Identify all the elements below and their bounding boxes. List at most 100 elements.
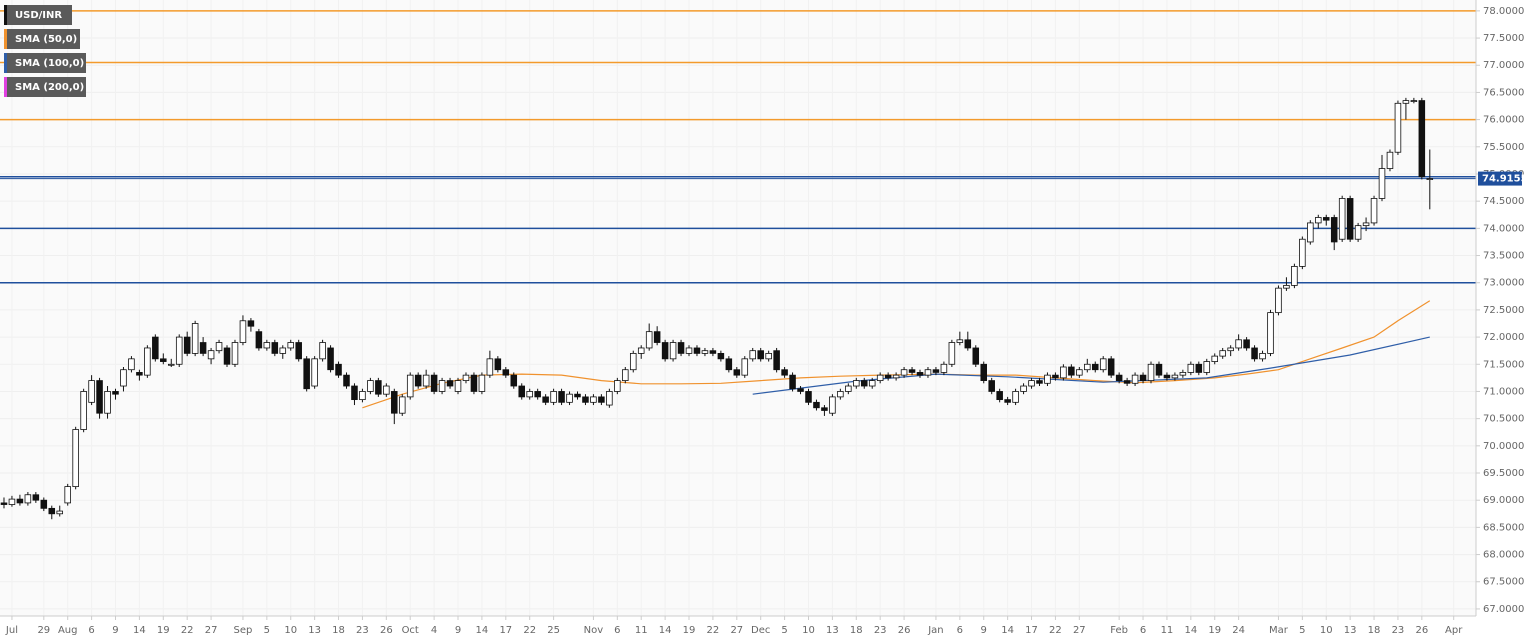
candle-body xyxy=(637,347,645,354)
x-tick-label: 19 xyxy=(157,625,170,636)
candle-body xyxy=(1068,366,1075,376)
candle-body xyxy=(845,385,852,392)
candle-body xyxy=(701,350,709,354)
candle-body xyxy=(486,358,494,376)
candle-body xyxy=(1219,350,1226,357)
candle-body xyxy=(183,336,191,354)
candle-body xyxy=(892,374,900,379)
y-tick-label: 77.5000 xyxy=(1483,33,1524,44)
legend-box[interactable] xyxy=(4,53,86,73)
candle-body xyxy=(1426,178,1434,180)
candle-body xyxy=(1315,217,1322,224)
y-tick-label: 73.5000 xyxy=(1483,251,1524,262)
candle-body xyxy=(1211,355,1219,362)
x-tick-label: Sep xyxy=(234,625,253,636)
candle-body xyxy=(1036,380,1043,384)
legend-box[interactable] xyxy=(4,29,80,49)
x-tick-label: 5 xyxy=(264,625,270,636)
x-tick-label: 9 xyxy=(981,625,987,636)
candle-body xyxy=(733,369,741,376)
candle-body xyxy=(207,350,215,360)
y-tick-label: 68.5000 xyxy=(1483,522,1524,533)
candle-body xyxy=(789,374,796,390)
legend-label: USD/INR xyxy=(15,10,62,21)
candle-body xyxy=(1378,168,1386,199)
y-tick-label: 74.5000 xyxy=(1483,196,1524,207)
candle-body xyxy=(1115,374,1123,381)
x-tick-label: 10 xyxy=(1320,625,1333,636)
legend-swatch xyxy=(4,77,7,97)
candle-body xyxy=(629,352,637,371)
candle-body xyxy=(438,380,446,392)
candle-body xyxy=(406,374,414,398)
candle-body xyxy=(614,380,621,392)
candle-body xyxy=(1330,217,1338,243)
candle-body xyxy=(263,342,271,349)
x-tick-label: 23 xyxy=(1392,625,1405,636)
candle-body xyxy=(582,396,589,403)
candle-body xyxy=(1394,102,1402,153)
x-tick-label: 27 xyxy=(1073,625,1086,636)
candle-body xyxy=(510,374,518,387)
legend: USD/INR SMA (50,0) SMA (100,0) SMA (200,0) xyxy=(4,5,86,97)
candle-body xyxy=(136,372,143,376)
candle-body xyxy=(231,342,239,365)
y-tick-label: 75.5000 xyxy=(1483,142,1524,153)
candle-body xyxy=(112,391,119,395)
x-tick-label: 10 xyxy=(284,625,297,636)
candle-body xyxy=(685,347,693,354)
candle-body xyxy=(1259,352,1266,360)
candle-body xyxy=(558,391,565,403)
x-tick-label: 18 xyxy=(332,625,345,636)
candle-body xyxy=(96,380,103,414)
y-tick-label: 72.0000 xyxy=(1483,332,1524,343)
candle-body xyxy=(1107,358,1115,376)
y-tick-label: 67.0000 xyxy=(1483,604,1524,615)
candle-body xyxy=(494,358,502,371)
candle-body xyxy=(956,339,964,343)
candle-body xyxy=(1195,363,1203,373)
candle-body xyxy=(908,369,916,373)
candle-body xyxy=(924,369,932,376)
x-tick-label: 6 xyxy=(88,625,94,636)
x-tick-label: 26 xyxy=(380,625,393,636)
candle-body xyxy=(32,494,40,501)
candle-body xyxy=(518,385,526,398)
candle-body xyxy=(271,342,279,354)
x-tick-label: 6 xyxy=(1140,625,1146,636)
candle-body xyxy=(1362,222,1370,227)
candle-body xyxy=(478,374,486,392)
candle-body xyxy=(1084,363,1091,371)
candle-body xyxy=(167,363,175,366)
candle-body xyxy=(645,331,653,349)
price-tag-label: 74.9155 xyxy=(1482,174,1528,185)
candle-body xyxy=(837,391,844,398)
price-tag xyxy=(1478,171,1522,186)
candle-body xyxy=(669,342,677,360)
y-tick-label: 76.5000 xyxy=(1483,87,1524,98)
candle-body xyxy=(128,358,135,371)
candle-body xyxy=(1354,225,1362,240)
x-tick-label: 17 xyxy=(1025,625,1038,636)
candle-body xyxy=(757,350,764,360)
candle-body xyxy=(303,358,310,390)
candle-body xyxy=(279,347,287,354)
y-tick-label: 67.5000 xyxy=(1483,577,1524,588)
candle-body xyxy=(16,498,24,504)
candle-body xyxy=(1291,266,1298,286)
candle-body xyxy=(1076,369,1083,376)
y-tick-label: 71.5000 xyxy=(1483,359,1524,370)
x-tick-label: 11 xyxy=(1161,625,1174,636)
legend-box[interactable] xyxy=(4,77,86,97)
candle-body xyxy=(765,352,772,360)
candle-body xyxy=(454,380,462,392)
candle-body xyxy=(797,388,804,392)
candle-body xyxy=(287,342,295,349)
x-tick-label: 23 xyxy=(874,625,887,636)
candle-body xyxy=(829,396,836,414)
candle-body xyxy=(24,494,32,504)
legend-box[interactable] xyxy=(4,5,72,25)
candle-body xyxy=(1004,399,1011,403)
x-tick-label: Apr xyxy=(1445,625,1463,636)
